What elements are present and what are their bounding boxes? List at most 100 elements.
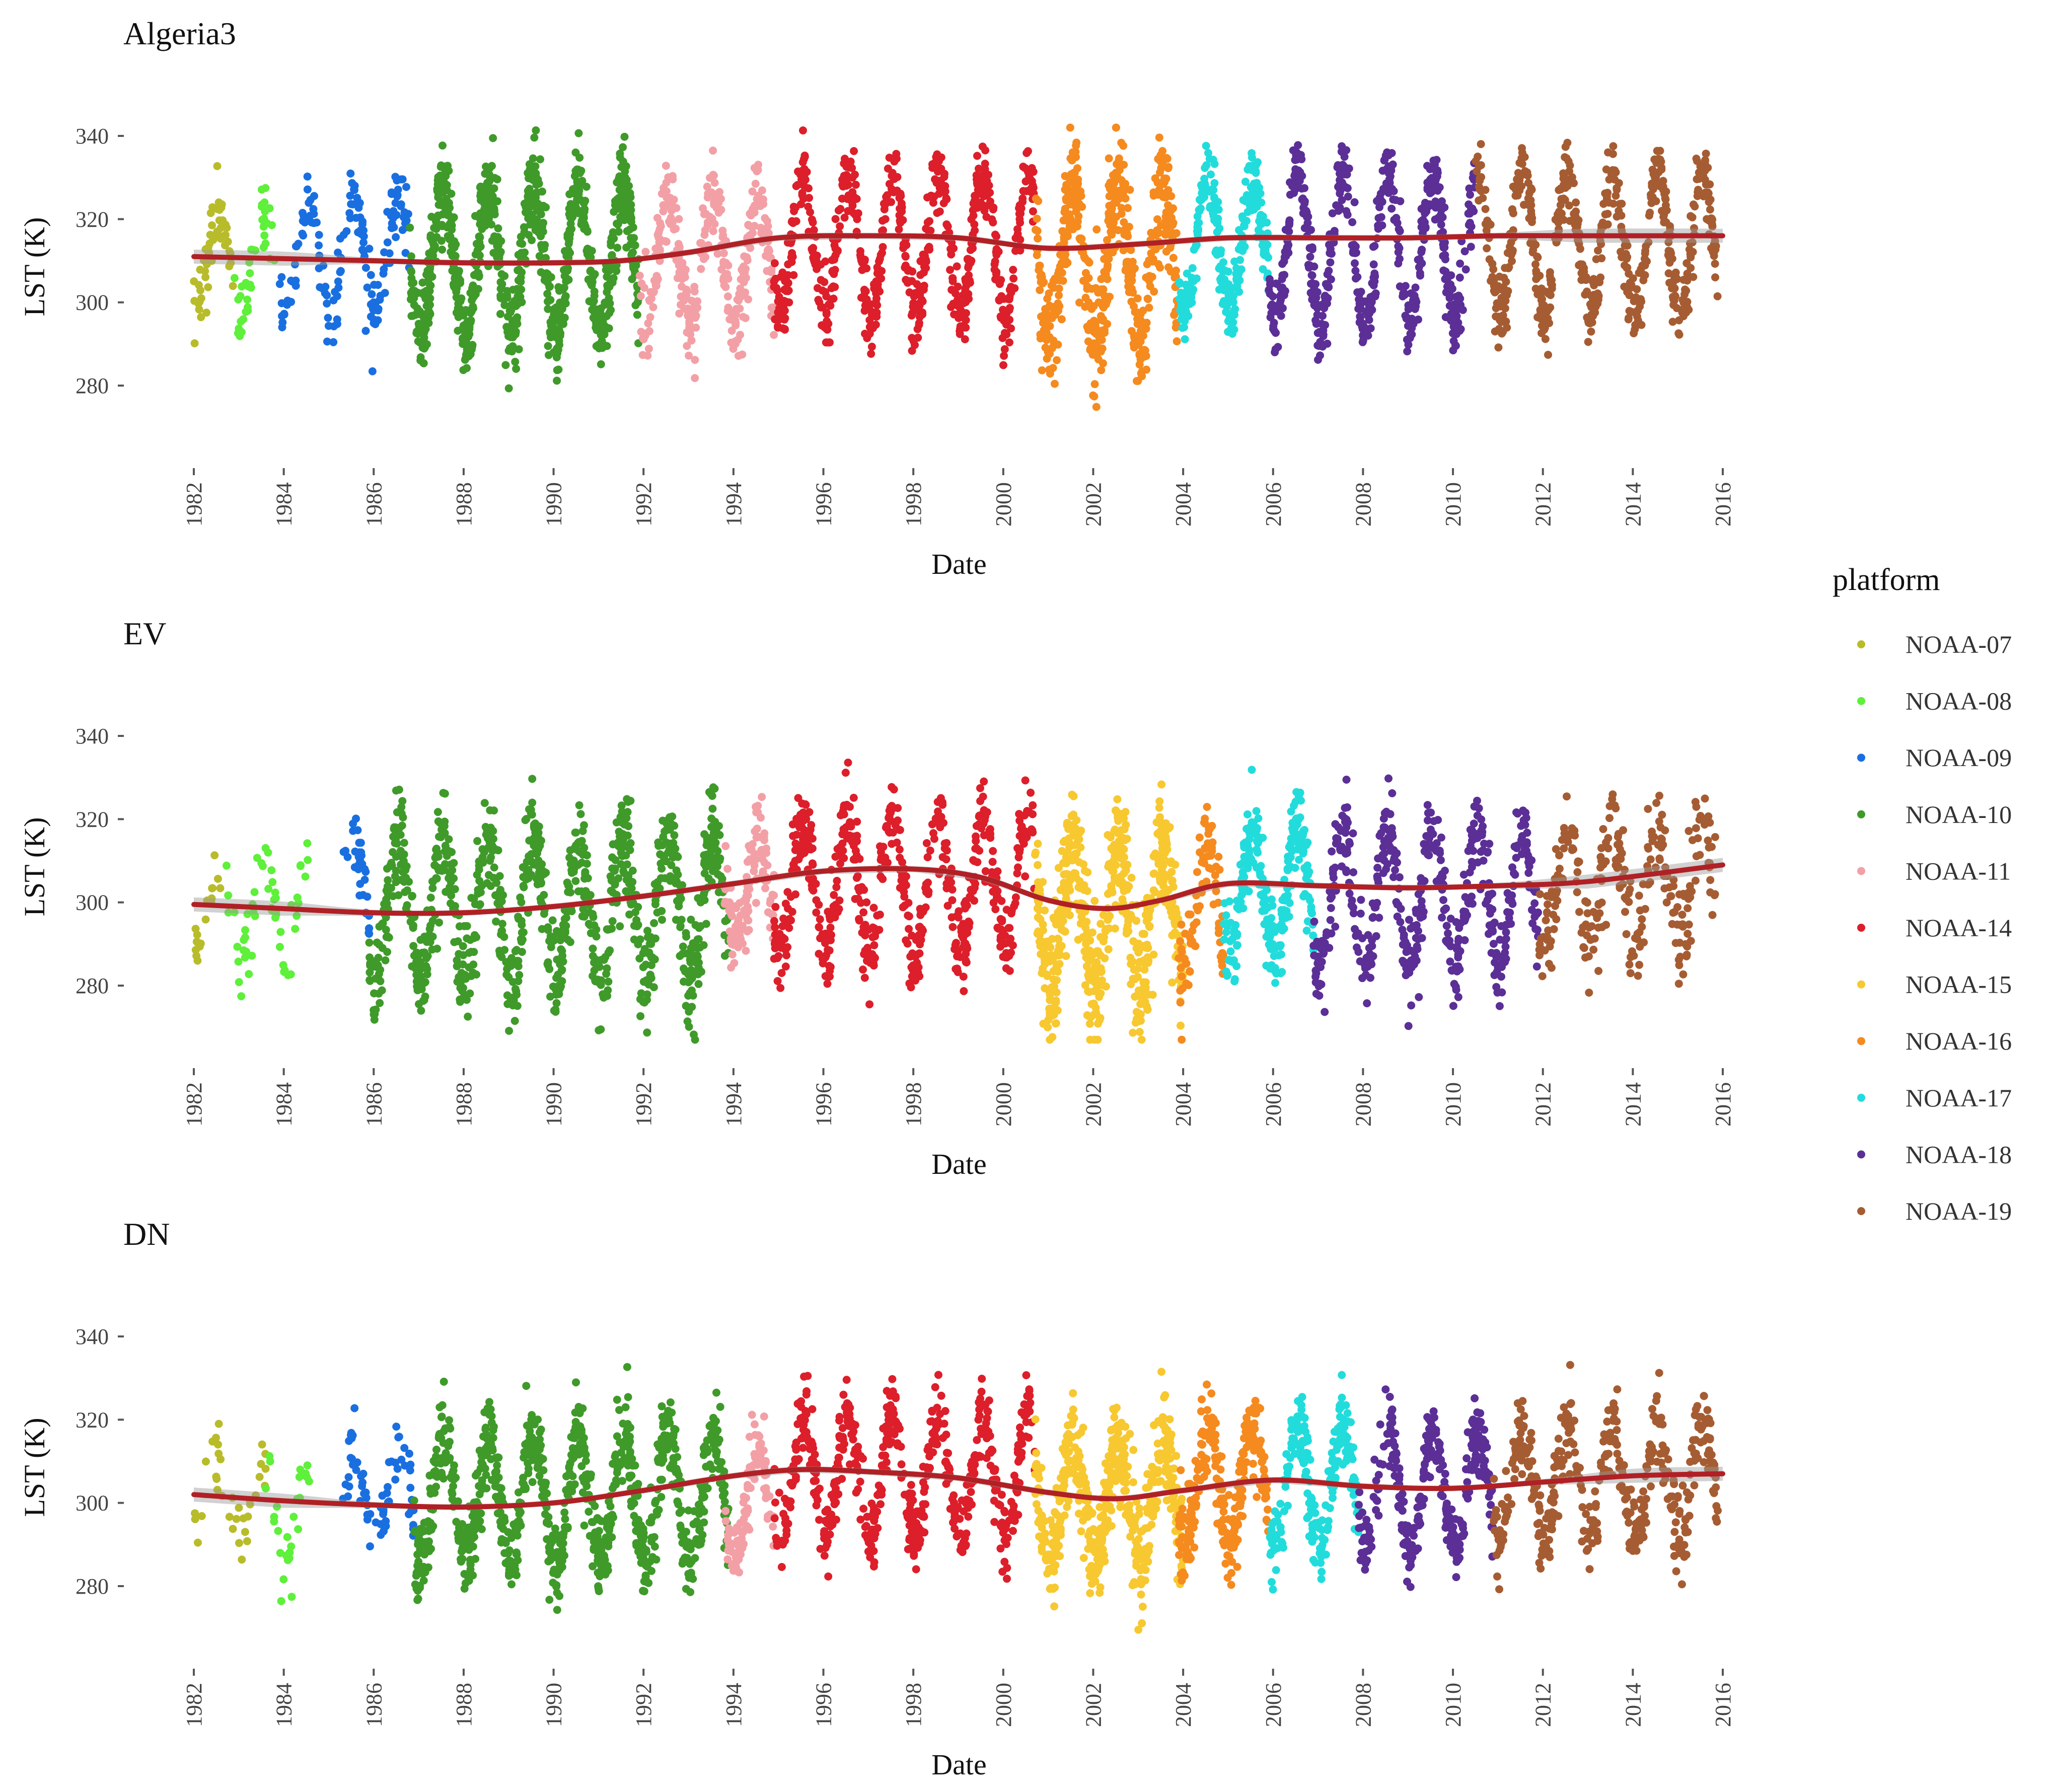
data-point xyxy=(261,207,269,215)
data-point xyxy=(1419,204,1428,212)
data-point xyxy=(475,238,484,247)
data-point xyxy=(352,213,360,222)
data-point xyxy=(770,331,778,339)
x-tick-label: 1994 xyxy=(721,1082,746,1127)
data-point xyxy=(806,208,815,216)
data-point xyxy=(1015,235,1023,243)
data-point xyxy=(1612,191,1620,200)
data-point xyxy=(988,215,996,223)
x-tick-label: 2008 xyxy=(1351,482,1375,527)
data-point xyxy=(1401,282,1410,290)
data-point xyxy=(546,296,555,304)
data-point xyxy=(1497,293,1506,302)
data-point xyxy=(961,335,969,343)
series-noaa-19 xyxy=(1472,138,1722,359)
data-point xyxy=(630,935,638,944)
data-point xyxy=(670,822,679,830)
data-point xyxy=(1532,274,1541,282)
data-point xyxy=(532,126,540,134)
data-point xyxy=(504,384,513,393)
data-point xyxy=(1479,194,1487,202)
data-point xyxy=(1426,165,1434,173)
x-tick-label: 2000 xyxy=(991,1082,1016,1127)
data-point xyxy=(564,246,572,255)
data-point xyxy=(1173,337,1181,345)
x-tick-label: 1998 xyxy=(901,482,926,527)
data-point xyxy=(1527,210,1535,219)
data-point xyxy=(1131,264,1139,273)
data-point xyxy=(518,928,526,937)
data-point xyxy=(539,201,548,210)
data-point xyxy=(1377,213,1385,221)
data-point xyxy=(1412,302,1420,311)
data-point xyxy=(463,345,471,353)
data-point xyxy=(202,309,210,317)
data-point xyxy=(373,938,381,947)
data-point xyxy=(407,268,416,276)
data-point xyxy=(236,332,244,340)
data-point xyxy=(1113,160,1121,168)
data-point xyxy=(695,924,703,932)
data-point xyxy=(780,315,789,324)
data-point xyxy=(275,943,284,951)
data-point xyxy=(514,300,522,308)
data-point xyxy=(1617,211,1626,220)
series-noaa-07 xyxy=(190,162,237,347)
data-point xyxy=(867,349,875,358)
data-point xyxy=(310,210,318,218)
data-point xyxy=(1544,350,1552,359)
data-point xyxy=(1133,294,1142,303)
data-point xyxy=(355,850,364,858)
data-point xyxy=(1045,346,1053,354)
data-point xyxy=(810,256,818,264)
data-point xyxy=(334,277,342,286)
data-point xyxy=(1089,328,1098,336)
data-point xyxy=(1202,141,1210,150)
data-point xyxy=(575,801,583,809)
data-point xyxy=(1652,159,1661,167)
data-point xyxy=(1355,318,1364,327)
data-point xyxy=(1323,270,1332,278)
data-point xyxy=(1455,273,1464,282)
data-point xyxy=(625,201,633,209)
data-point xyxy=(888,185,896,193)
data-point xyxy=(719,249,728,258)
data-point xyxy=(354,228,362,237)
data-point xyxy=(448,221,456,230)
data-point xyxy=(608,924,616,933)
data-point xyxy=(583,227,592,235)
data-point xyxy=(427,212,436,221)
data-point xyxy=(850,147,858,156)
data-point xyxy=(540,890,548,899)
data-point xyxy=(306,196,315,204)
data-point xyxy=(1635,269,1643,277)
data-point xyxy=(475,232,484,241)
data-point xyxy=(1557,185,1565,194)
data-point xyxy=(804,184,813,193)
data-point xyxy=(524,214,533,222)
data-point xyxy=(209,236,217,244)
data-point xyxy=(524,195,533,204)
data-point xyxy=(1131,308,1139,316)
data-point xyxy=(920,262,928,271)
data-point xyxy=(275,280,284,288)
data-point xyxy=(1093,344,1101,353)
data-point xyxy=(990,260,999,268)
data-point xyxy=(548,916,557,925)
data-point xyxy=(303,839,312,848)
data-point xyxy=(1525,197,1533,205)
data-point xyxy=(1589,275,1598,283)
data-point xyxy=(1032,194,1040,203)
x-tick-label: 2010 xyxy=(1441,482,1466,527)
data-point xyxy=(1668,277,1677,286)
series-noaa-16 xyxy=(1032,123,1183,411)
data-point xyxy=(1613,184,1621,192)
series-noaa-14 xyxy=(770,126,1038,369)
data-point xyxy=(547,943,555,951)
data-point xyxy=(710,198,718,206)
data-point xyxy=(525,874,533,882)
data-point xyxy=(524,187,532,195)
data-point xyxy=(538,925,546,933)
data-point xyxy=(775,304,783,312)
data-point xyxy=(1495,313,1503,321)
